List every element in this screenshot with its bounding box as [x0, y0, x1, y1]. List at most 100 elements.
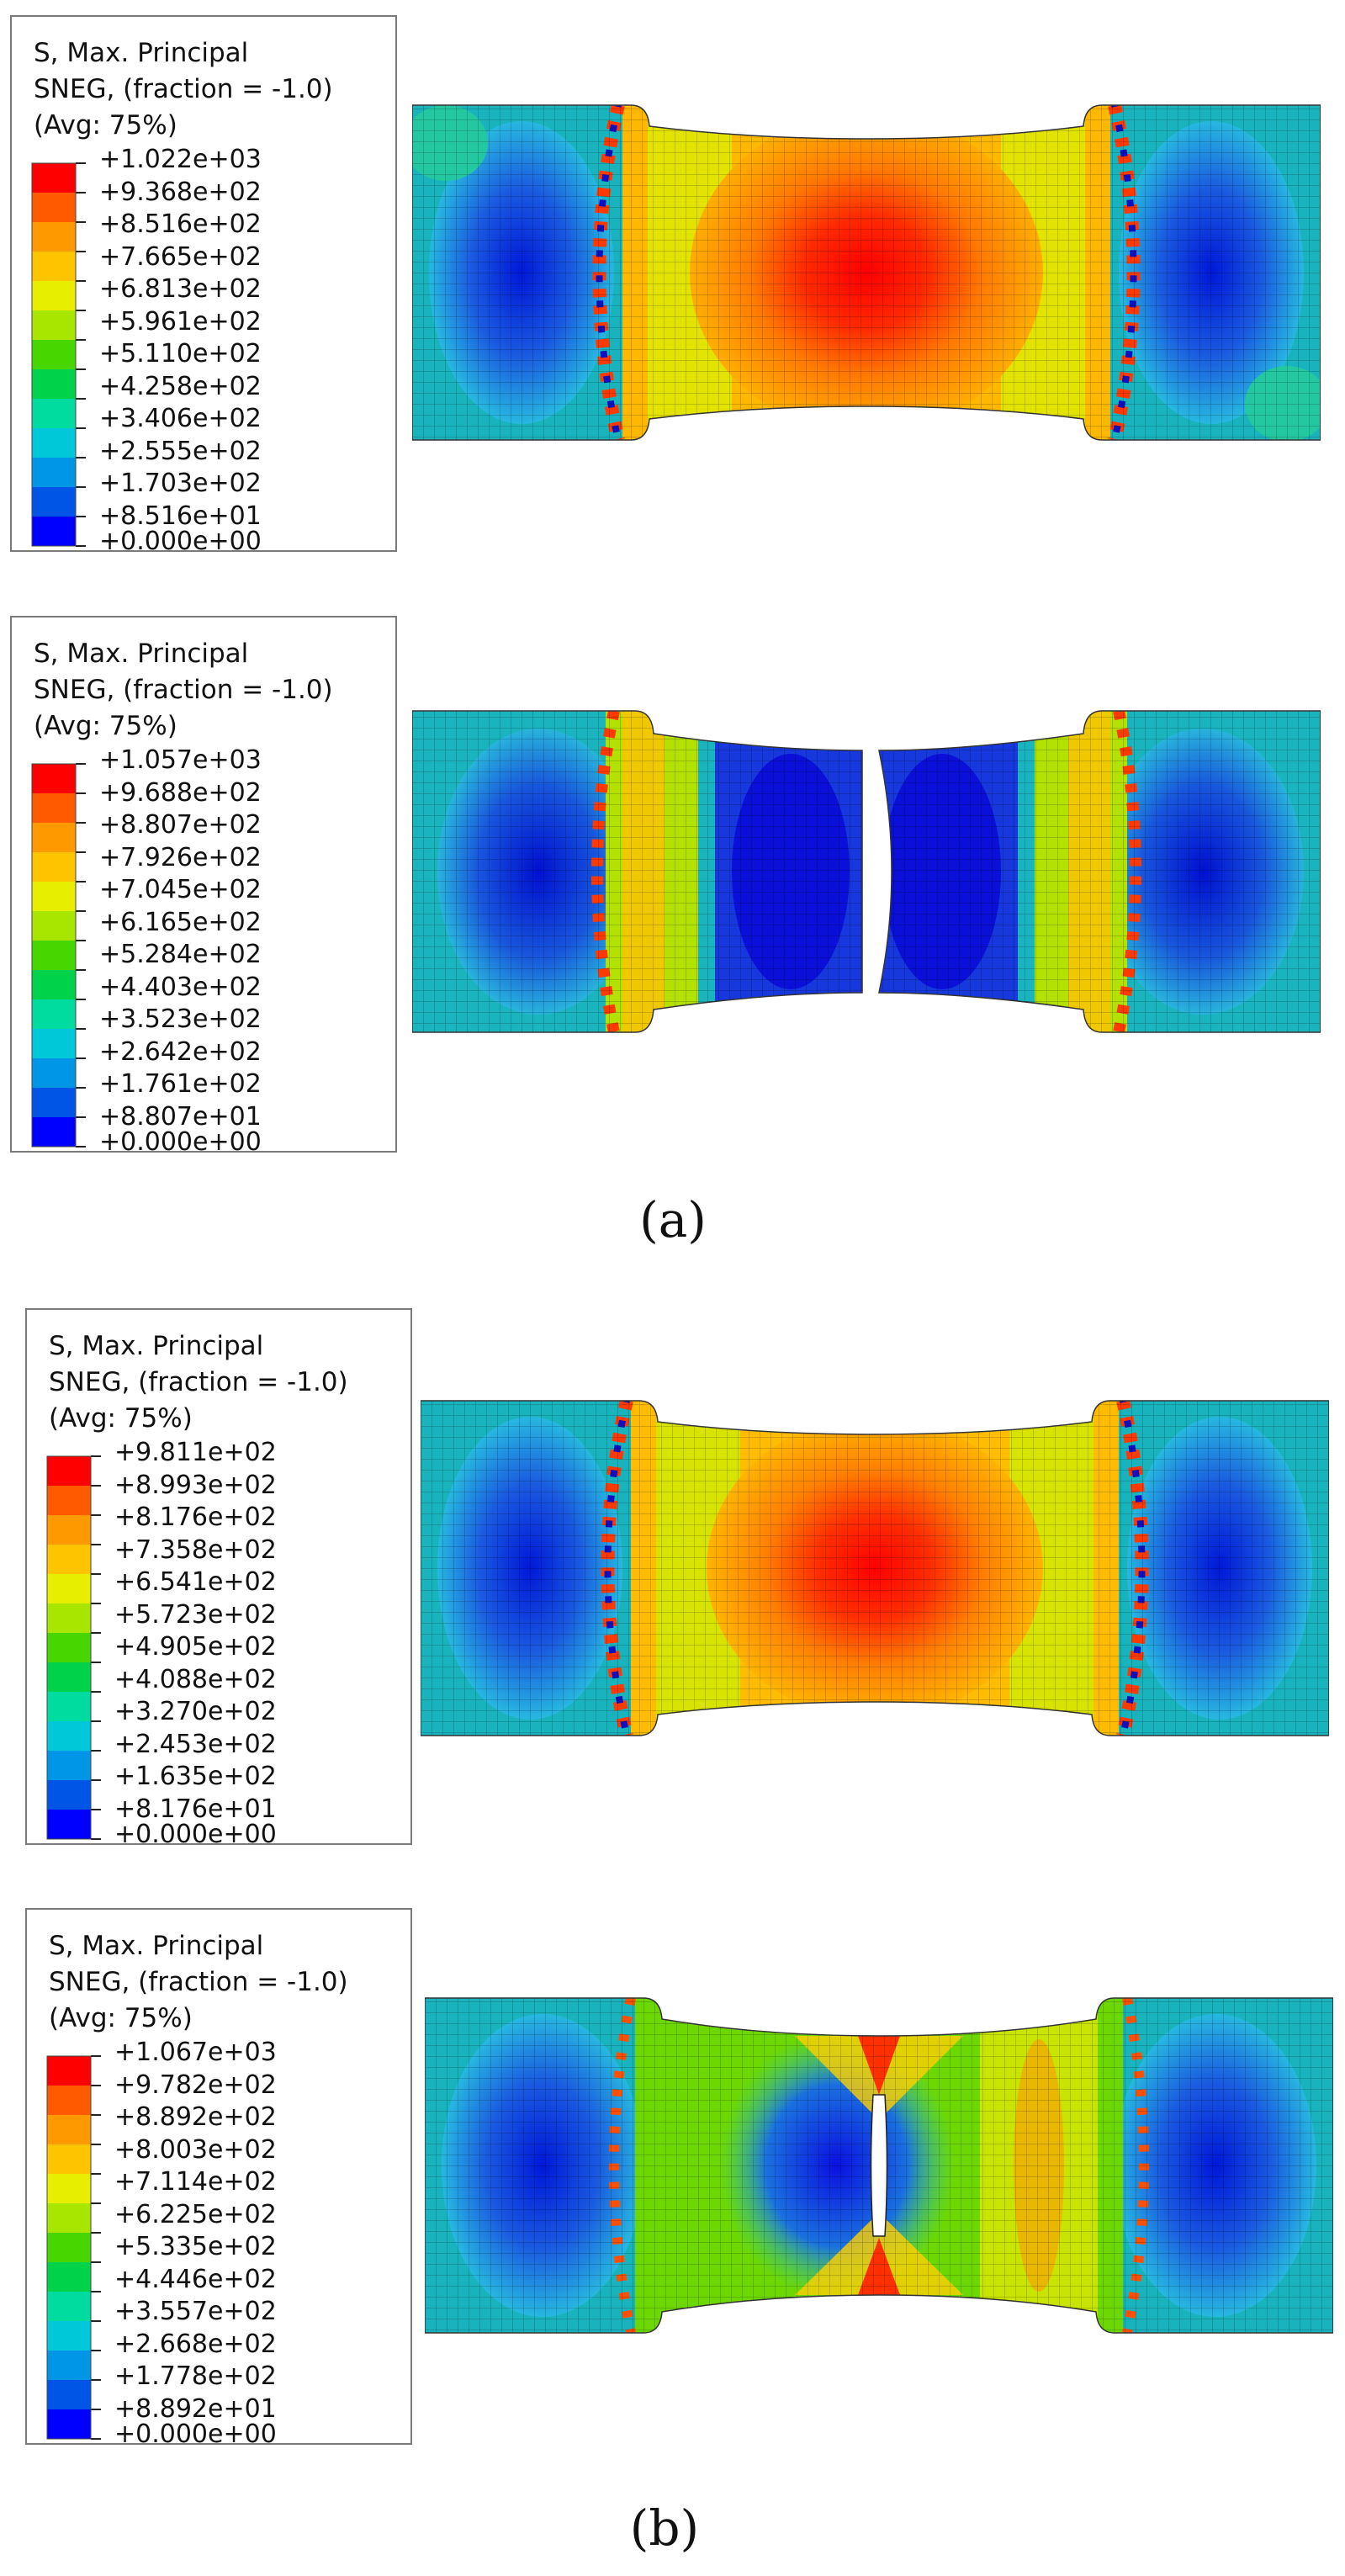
stress-legend-2: S, Max. Principal SNEG, (fraction = -1.0… — [10, 616, 397, 1157]
scale-tick-label: +5.110e+02 — [99, 339, 262, 368]
color-scale-bar — [31, 162, 86, 547]
scale-color-band — [32, 517, 76, 546]
scale-tick-label: +1.635e+02 — [114, 1762, 277, 1791]
legend-averaging: (Avg: 75%) — [34, 110, 177, 140]
legend-header: S, Max. Principal SNEG, (fraction = -1.0… — [34, 35, 387, 144]
scale-tick-label: +6.225e+02 — [114, 2199, 277, 2229]
scale-color-band — [47, 1456, 91, 1486]
caption-text: (b) — [629, 2499, 700, 2557]
specimen-contour-2-fractured — [412, 673, 1321, 1067]
scale-tick-label: +1.761e+02 — [99, 1069, 262, 1099]
scale-color-band — [32, 852, 76, 882]
scale-color-band — [32, 428, 76, 458]
scale-tick-label: +3.523e+02 — [99, 1004, 262, 1034]
scale-tick-label: +5.961e+02 — [99, 306, 262, 337]
scale-color-band — [47, 2144, 91, 2174]
specimen-contour-3 — [421, 1371, 1329, 1765]
scale-color-band — [47, 2380, 91, 2409]
scale-color-band — [47, 1574, 91, 1603]
scale-tick-label: +0.000e+00 — [114, 2420, 277, 2449]
scale-color-band — [32, 222, 76, 252]
scale-color-band — [32, 399, 76, 428]
scale-tick-label: +6.813e+02 — [99, 274, 262, 304]
scale-tick-label: +7.926e+02 — [99, 842, 262, 872]
legend-header: S, Max. Principal SNEG, (fraction = -1.0… — [49, 1928, 402, 2037]
scale-color-band — [47, 2321, 91, 2351]
scale-tick-label: +8.892e+01 — [114, 2393, 277, 2424]
scale-tick-label: +4.446e+02 — [114, 2264, 277, 2294]
scale-color-band — [47, 1780, 91, 1810]
stress-legend-4: S, Max. Principal SNEG, (fraction = -1.0… — [25, 1908, 412, 2449]
specimen-contour-1 — [412, 76, 1321, 469]
legend-section: SNEG, (fraction = -1.0) — [49, 1967, 348, 1997]
scale-tick-label: +4.258e+02 — [99, 371, 262, 401]
legend-averaging: (Avg: 75%) — [49, 2003, 193, 2033]
stress-legend-1: S, Max. Principal SNEG, (fraction = -1.0… — [10, 15, 397, 556]
color-scale-bar — [31, 763, 86, 1148]
scale-color-band — [47, 1545, 91, 1574]
legend-section: SNEG, (fraction = -1.0) — [34, 675, 333, 705]
scale-color-band — [32, 1029, 76, 1058]
scale-color-band — [32, 911, 76, 941]
scale-tick-label: +8.993e+02 — [114, 1470, 277, 1500]
scale-tick-label: +1.022e+03 — [99, 145, 262, 174]
scale-color-band — [32, 999, 76, 1029]
scale-color-band — [32, 941, 76, 970]
scale-tick-label: +9.782e+02 — [114, 2070, 277, 2100]
scale-frame — [31, 763, 77, 1148]
scale-tick-label: +1.703e+02 — [99, 469, 262, 498]
scale-color-band — [47, 2115, 91, 2144]
scale-tick-label: +6.165e+02 — [99, 907, 262, 937]
scale-tick-label: +6.541e+02 — [114, 1567, 277, 1597]
scale-tick-label: +8.003e+02 — [114, 2134, 277, 2165]
scale-tick-label: +9.688e+02 — [99, 777, 262, 808]
scale-color-band — [47, 2351, 91, 2380]
scale-tick-label: +8.807e+02 — [99, 810, 262, 840]
scale-color-band — [47, 1662, 91, 1692]
scale-tick-label: +2.642e+02 — [99, 1036, 262, 1067]
scale-color-band — [32, 1088, 76, 1117]
scale-color-band — [32, 793, 76, 823]
scale-tick-label: +9.811e+02 — [114, 1438, 277, 1467]
scale-color-band — [32, 882, 76, 911]
scale-tick-label: +4.905e+02 — [114, 1632, 277, 1662]
scale-tick-label: +4.088e+02 — [114, 1664, 277, 1694]
legend-section: SNEG, (fraction = -1.0) — [34, 74, 333, 104]
specimen-contour-4-cracked — [425, 1969, 1333, 2362]
scale-tick-label: +1.778e+02 — [114, 2361, 277, 2391]
scale-color-band — [47, 1633, 91, 1662]
scale-color-band — [32, 193, 76, 222]
scale-tick-label: +8.176e+01 — [114, 1794, 277, 1824]
scale-color-band — [32, 823, 76, 852]
caption-text: (a) — [639, 1191, 707, 1248]
scale-color-band — [47, 1486, 91, 1515]
scale-color-band — [32, 340, 76, 369]
scale-tick-label: +2.555e+02 — [99, 436, 262, 466]
scale-color-band — [47, 2292, 91, 2321]
scale-tick-label: +1.067e+03 — [114, 2038, 277, 2067]
color-scale-bar — [46, 2055, 101, 2440]
scale-tick-label: +4.403e+02 — [99, 972, 262, 1002]
scale-frame — [46, 1455, 92, 1840]
scale-color-band — [32, 487, 76, 517]
scale-tick-label: +0.000e+00 — [99, 1127, 262, 1157]
scale-tick-label: +3.406e+02 — [99, 404, 262, 433]
scale-color-band — [47, 1751, 91, 1780]
scale-tick-label: +0.000e+00 — [114, 1820, 277, 1849]
legend-averaging: (Avg: 75%) — [49, 1403, 193, 1434]
stress-legend-3: S, Max. Principal SNEG, (fraction = -1.0… — [25, 1308, 412, 1849]
scale-color-band — [47, 2174, 91, 2203]
scale-color-band — [32, 310, 76, 340]
scale-color-band — [47, 1603, 91, 1633]
scale-color-band — [47, 2203, 91, 2233]
scale-tick-label: +3.270e+02 — [114, 1697, 277, 1726]
scale-tick-label: +8.516e+01 — [99, 501, 262, 531]
scale-tick-label: +7.665e+02 — [99, 241, 262, 272]
panel-caption-a: (a) — [622, 1190, 723, 1249]
scale-tick-label: +0.000e+00 — [99, 527, 262, 556]
scale-color-band — [47, 1515, 91, 1545]
scale-color-band — [32, 458, 76, 487]
legend-variable: S, Max. Principal — [49, 1931, 264, 1961]
scale-color-band — [32, 1058, 76, 1088]
scale-color-band — [47, 1721, 91, 1751]
